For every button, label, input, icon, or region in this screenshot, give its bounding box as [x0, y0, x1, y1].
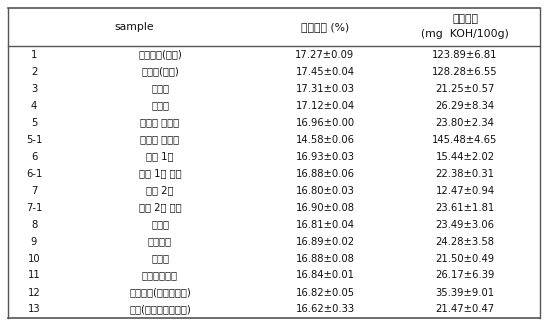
- Text: 16.62±0.33: 16.62±0.33: [295, 305, 355, 315]
- Text: 16.96±0.00: 16.96±0.00: [295, 118, 355, 128]
- Text: 로터리 싸라기: 로터리 싸라기: [140, 135, 180, 145]
- Text: 7: 7: [31, 185, 37, 195]
- Text: 9: 9: [31, 236, 37, 247]
- Text: 21.25±0.57: 21.25±0.57: [435, 83, 495, 93]
- Text: (mg  KOH/100g): (mg KOH/100g): [421, 29, 509, 39]
- Text: 16.93±0.03: 16.93±0.03: [295, 151, 355, 162]
- Text: 22.38±0.31: 22.38±0.31: [436, 168, 494, 178]
- Text: 23.49±3.06: 23.49±3.06: [436, 220, 494, 230]
- Text: 정미단: 정미단: [151, 83, 169, 93]
- Text: 145.48±4.65: 145.48±4.65: [432, 135, 498, 145]
- Text: 11: 11: [27, 270, 41, 280]
- Text: 10: 10: [28, 253, 41, 263]
- Text: 5: 5: [31, 118, 37, 128]
- Text: 12.47±0.94: 12.47±0.94: [436, 185, 494, 195]
- Text: 색체 1단: 색체 1단: [146, 151, 174, 162]
- Text: 16.90±0.08: 16.90±0.08: [295, 203, 355, 213]
- Text: sample: sample: [114, 22, 154, 32]
- Text: 17.31±0.03: 17.31±0.03: [295, 83, 355, 93]
- Text: 1: 1: [31, 50, 37, 60]
- Text: 연류계: 연류계: [151, 220, 169, 230]
- Text: 5-1: 5-1: [26, 135, 42, 145]
- Text: 2: 2: [31, 67, 37, 77]
- Text: 26.17±6.39: 26.17±6.39: [435, 270, 495, 280]
- Text: 16.88±0.06: 16.88±0.06: [295, 168, 355, 178]
- Text: 지방산가: 지방산가: [452, 14, 478, 24]
- Text: 17.27±0.09: 17.27±0.09: [295, 50, 355, 60]
- Text: 13: 13: [28, 305, 41, 315]
- Text: 제품킱크: 제품킱크: [148, 236, 172, 247]
- Text: 최종(자동지대포장기): 최종(자동지대포장기): [129, 305, 191, 315]
- Text: 17.45±0.04: 17.45±0.04: [295, 67, 355, 77]
- Text: 연미기: 연미기: [151, 100, 169, 110]
- Text: 14.58±0.06: 14.58±0.06: [295, 135, 355, 145]
- Text: 6-1: 6-1: [26, 168, 42, 178]
- Text: 홍선별기(등급선별기): 홍선별기(등급선별기): [129, 288, 191, 298]
- Text: 23.61±1.81: 23.61±1.81: [435, 203, 495, 213]
- Text: 색체 2단 이물: 색체 2단 이물: [139, 203, 181, 213]
- Text: 21.47±0.47: 21.47±0.47: [436, 305, 494, 315]
- Text: 6: 6: [31, 151, 37, 162]
- Text: 123.89±6.81: 123.89±6.81: [432, 50, 498, 60]
- Text: 16.89±0.02: 16.89±0.02: [295, 236, 355, 247]
- Text: 15.44±2.02: 15.44±2.02: [436, 151, 494, 162]
- Text: 23.80±2.34: 23.80±2.34: [436, 118, 494, 128]
- Text: 수분함량 (%): 수분함량 (%): [301, 22, 349, 32]
- Text: 7-1: 7-1: [26, 203, 42, 213]
- Text: 16.84±0.01: 16.84±0.01: [295, 270, 355, 280]
- Text: 24.28±3.58: 24.28±3.58: [436, 236, 494, 247]
- Text: 진동체선별기: 진동체선별기: [142, 270, 178, 280]
- Text: 128.28±6.55: 128.28±6.55: [432, 67, 498, 77]
- Text: 연류계(현미): 연류계(현미): [141, 67, 179, 77]
- Text: 16.82±0.05: 16.82±0.05: [295, 288, 355, 298]
- Text: 26.29±8.34: 26.29±8.34: [436, 100, 494, 110]
- Text: 연류계: 연류계: [151, 253, 169, 263]
- Text: 3: 3: [31, 83, 37, 93]
- Text: 색체 1단 이물: 색체 1단 이물: [139, 168, 181, 178]
- Text: 21.50±0.49: 21.50±0.49: [436, 253, 494, 263]
- Text: 17.12±0.04: 17.12±0.04: [295, 100, 355, 110]
- Text: 8: 8: [31, 220, 37, 230]
- Text: 16.88±0.08: 16.88±0.08: [295, 253, 355, 263]
- Text: 4: 4: [31, 100, 37, 110]
- Text: 색체 2단: 색체 2단: [146, 185, 174, 195]
- Text: 16.80±0.03: 16.80±0.03: [295, 185, 355, 195]
- Text: 35.39±9.01: 35.39±9.01: [436, 288, 494, 298]
- Text: 로터리 쉼프트: 로터리 쉼프트: [140, 118, 180, 128]
- Text: 16.81±0.04: 16.81±0.04: [295, 220, 355, 230]
- Text: 12: 12: [27, 288, 41, 298]
- Text: 저장킱크(현미): 저장킱크(현미): [138, 50, 182, 60]
